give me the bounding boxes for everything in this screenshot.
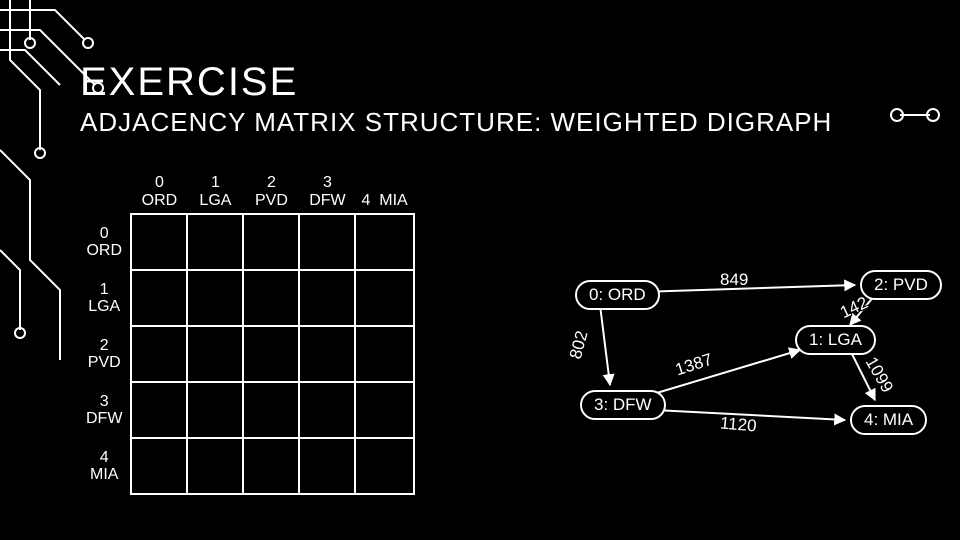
cell xyxy=(243,214,299,270)
cell xyxy=(355,326,413,382)
cell xyxy=(187,438,243,494)
matrix-table: 0ORD 1LGA 2PVD 3DFW 4 MIA 0ORD 1LGA 2PVD… xyxy=(80,170,415,495)
graph-node-dfw: 3: DFW xyxy=(580,390,666,420)
col-header-0: 0ORD xyxy=(131,170,187,214)
cell xyxy=(355,382,413,438)
cell xyxy=(299,270,355,326)
cell xyxy=(131,326,187,382)
matrix-row: 3DFW xyxy=(80,382,414,438)
cell xyxy=(355,438,413,494)
row-header-0: 0ORD xyxy=(80,214,131,270)
graph-diagram: 0: ORD 2: PVD 1: LGA 3: DFW 4: MIA 849 1… xyxy=(520,250,940,470)
page-title: EXERCISE xyxy=(80,60,832,105)
cell xyxy=(187,270,243,326)
cell xyxy=(243,438,299,494)
matrix-row: 4MIA xyxy=(80,438,414,494)
cell xyxy=(299,326,355,382)
col-header-2: 2PVD xyxy=(243,170,299,214)
col-header-4: 4 MIA xyxy=(355,170,413,214)
cell xyxy=(131,270,187,326)
cell xyxy=(299,438,355,494)
col-header-1: 1LGA xyxy=(187,170,243,214)
title-block: EXERCISE ADJACENCY MATRIX STRUCTURE: WEI… xyxy=(80,60,832,138)
graph-node-ord: 0: ORD xyxy=(575,280,660,310)
matrix-row: 0ORD xyxy=(80,214,414,270)
matrix-row: 1LGA xyxy=(80,270,414,326)
graph-node-pvd: 2: PVD xyxy=(860,270,942,300)
cell xyxy=(355,270,413,326)
row-header-4: 4MIA xyxy=(80,438,131,494)
adjacency-matrix: 0ORD 1LGA 2PVD 3DFW 4 MIA 0ORD 1LGA 2PVD… xyxy=(80,170,415,495)
page-subtitle: ADJACENCY MATRIX STRUCTURE: WEIGHTED DIG… xyxy=(80,107,832,138)
cell xyxy=(131,438,187,494)
row-header-3: 3DFW xyxy=(80,382,131,438)
row-header-2: 2PVD xyxy=(80,326,131,382)
cell xyxy=(355,214,413,270)
cell xyxy=(243,382,299,438)
matrix-header-row: 0ORD 1LGA 2PVD 3DFW 4 MIA xyxy=(80,170,414,214)
graph-node-lga: 1: LGA xyxy=(795,325,876,355)
cell xyxy=(187,382,243,438)
cell xyxy=(243,326,299,382)
cell xyxy=(187,326,243,382)
edge-weight-1120: 1120 xyxy=(719,413,757,436)
cell xyxy=(299,214,355,270)
cell xyxy=(187,214,243,270)
row-header-1: 1LGA xyxy=(80,270,131,326)
graph-node-mia: 4: MIA xyxy=(850,405,927,435)
cell xyxy=(131,214,187,270)
matrix-row: 2PVD xyxy=(80,326,414,382)
col-header-3: 3DFW xyxy=(299,170,355,214)
cell xyxy=(131,382,187,438)
cell xyxy=(299,382,355,438)
edge-weight-849: 849 xyxy=(720,270,748,290)
cell xyxy=(243,270,299,326)
